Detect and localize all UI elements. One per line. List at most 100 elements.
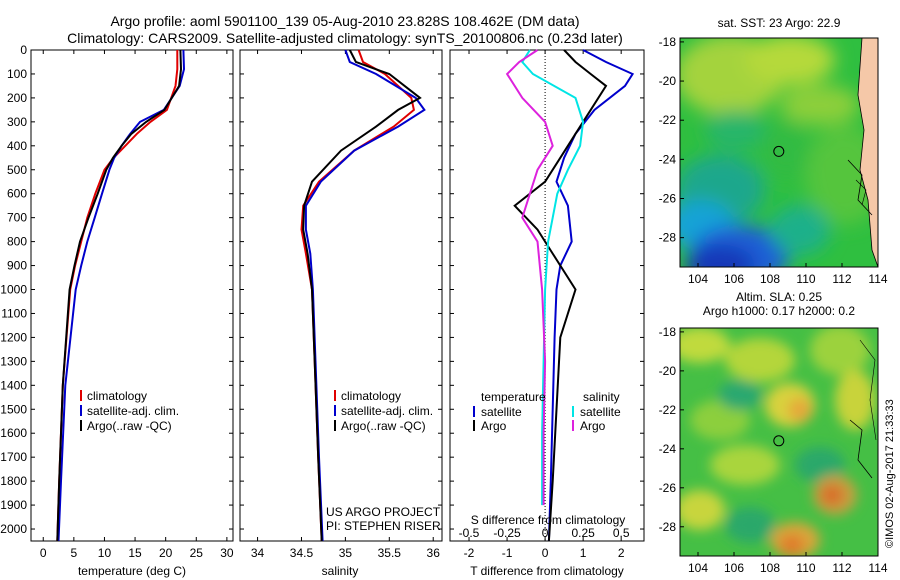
y-tick-label: 1000	[0, 283, 27, 297]
x-tick-label: 5	[71, 546, 78, 560]
x-tick-label: 1	[580, 546, 587, 560]
series-line-satellite-adj-clim-	[57, 49, 186, 542]
x2-tick-label: 0.5	[613, 526, 630, 540]
x-tick-label: -1	[502, 546, 513, 560]
x-tick-label: 0	[542, 546, 549, 560]
y-tick-label: 1300	[0, 354, 27, 368]
y-tick-label: 0	[20, 43, 27, 57]
legend-label: satellite	[580, 405, 621, 419]
map-y-tick-label: -18	[659, 35, 677, 49]
s-difference-label: S difference from climatology	[471, 513, 626, 527]
map-x-tick-label: 104	[688, 561, 708, 575]
y-tick-label: 1100	[1, 306, 27, 320]
legend-label: climatology	[87, 389, 147, 403]
sla-map-subtitle: Argo h1000: 0.17 h2000: 0.2	[703, 304, 855, 318]
legend-label: Argo	[580, 419, 606, 433]
y-tick-label: 1400	[0, 378, 27, 392]
x-tick-label: 25	[190, 546, 204, 560]
difference-panel: -2-1012-0.5-0.2500.250.5temperaturesalin…	[449, 49, 645, 578]
series-line-temperature-argo	[513, 49, 608, 542]
map-x-tick-label: 112	[832, 561, 851, 575]
map-y-tick-label: -20	[659, 364, 677, 378]
legend-label: climatology	[341, 389, 401, 403]
project-label: US ARGO PROJECT	[326, 505, 441, 519]
y-tick-label: 2000	[0, 522, 27, 536]
x-tick-label: 0	[40, 546, 47, 560]
map-x-tick-label: 110	[796, 272, 815, 286]
temperature-axes-frame	[30, 49, 234, 542]
series-line-satellite-adj-clim-	[304, 49, 426, 542]
timestamp-stamp: ©IMOS 02-Aug-2017 21:33:33	[884, 399, 896, 548]
y-tick-label: 1200	[0, 330, 27, 344]
legend-title-temperature: temperature	[481, 390, 546, 404]
legend-label: Argo	[481, 419, 507, 433]
y-tick-label: 1600	[0, 426, 27, 440]
map-x-tick-label: 114	[868, 272, 887, 286]
sst-map-float-marker	[773, 145, 785, 157]
x2-tick-label: -0.25	[493, 526, 521, 540]
y-tick-label: 100	[7, 67, 27, 81]
x-tick-label: 20	[159, 546, 173, 560]
x-tick-label: 35	[339, 546, 353, 560]
legend-label: Argo(..raw -QC)	[87, 419, 172, 433]
map-y-tick-label: -26	[659, 191, 677, 205]
difference-xlabel: T difference from climatology	[470, 564, 624, 578]
map-x-tick-label: 106	[724, 561, 744, 575]
x-tick-label: 10	[98, 546, 112, 560]
map-x-tick-label: 108	[760, 272, 780, 286]
y-tick-label: 300	[7, 115, 27, 129]
map-y-tick-label: -24	[659, 152, 677, 166]
map-x-tick-label: 104	[688, 272, 708, 286]
x-tick-label: 34.5	[290, 546, 314, 560]
x-tick-label: 35.5	[378, 546, 402, 560]
figure-title-line1: Argo profile: aoml 5901100_139 05-Aug-20…	[110, 13, 579, 29]
legend-label: satellite	[481, 405, 522, 419]
series-line-temperature-satellite	[547, 49, 635, 542]
sst-map-title: sat. SST: 23 Argo: 22.9	[718, 16, 841, 30]
y-tick-label: 1500	[0, 402, 27, 416]
x-tick-label: 15	[128, 546, 142, 560]
map-y-tick-label: -28	[659, 520, 677, 534]
x-tick-label: 30	[220, 546, 234, 560]
legend-label: satellite-adj. clim.	[341, 404, 433, 418]
map-y-tick-label: -18	[659, 325, 677, 339]
map-x-tick-label: 106	[724, 272, 744, 286]
sla-map-float-marker	[773, 435, 785, 447]
x-tick-label: -2	[464, 546, 475, 560]
y-tick-label: 700	[7, 211, 27, 225]
y-tick-label: 200	[7, 91, 27, 105]
map-y-tick-label: -26	[659, 481, 677, 495]
salinity-axes-frame	[239, 49, 443, 542]
temperature-xlabel: temperature (deg C)	[78, 564, 186, 578]
y-tick-label: 800	[7, 235, 27, 249]
y-tick-label: 400	[7, 139, 27, 153]
y-tick-label: 1800	[0, 474, 27, 488]
x-tick-label: 2	[618, 546, 625, 560]
series-line-argo-raw-qc-	[302, 49, 422, 542]
map-y-tick-label: -22	[659, 113, 677, 127]
y-tick-label: 1700	[0, 450, 27, 464]
series-line-argo-raw-qc-	[56, 49, 183, 542]
map-x-tick-label: 110	[796, 561, 815, 575]
sst-map-frame	[679, 37, 879, 268]
salinity-xlabel: salinity	[322, 564, 359, 578]
map-x-tick-label: 114	[868, 561, 887, 575]
x-tick-label: 36	[427, 546, 441, 560]
sst-map-panel: sat. SST: 23 Argo: 22.9 104 106 108	[659, 16, 888, 286]
x2-tick-label: 0.25	[571, 526, 595, 540]
y-tick-label: 1900	[0, 498, 27, 512]
legend-title-salinity: salinity	[583, 390, 620, 404]
sst-map-image	[680, 38, 878, 267]
sla-map-frame	[679, 327, 879, 557]
figure-title-line2: Climatology: CARS2009. Satellite-adjuste…	[67, 30, 623, 46]
legend-label: satellite-adj. clim.	[87, 404, 179, 418]
pi-label: PI: STEPHEN RISER	[326, 519, 441, 533]
sla-map-title: Altim. SLA: 0.25	[736, 290, 822, 304]
map-y-tick-label: -28	[659, 231, 677, 245]
y-tick-label: 600	[7, 187, 27, 201]
map-y-tick-label: -24	[659, 442, 677, 456]
x2-tick-label: -0.5	[459, 526, 480, 540]
sla-map-image	[680, 328, 878, 556]
temperature-panel: 0100200300400500600700800900100011001200…	[0, 43, 234, 578]
